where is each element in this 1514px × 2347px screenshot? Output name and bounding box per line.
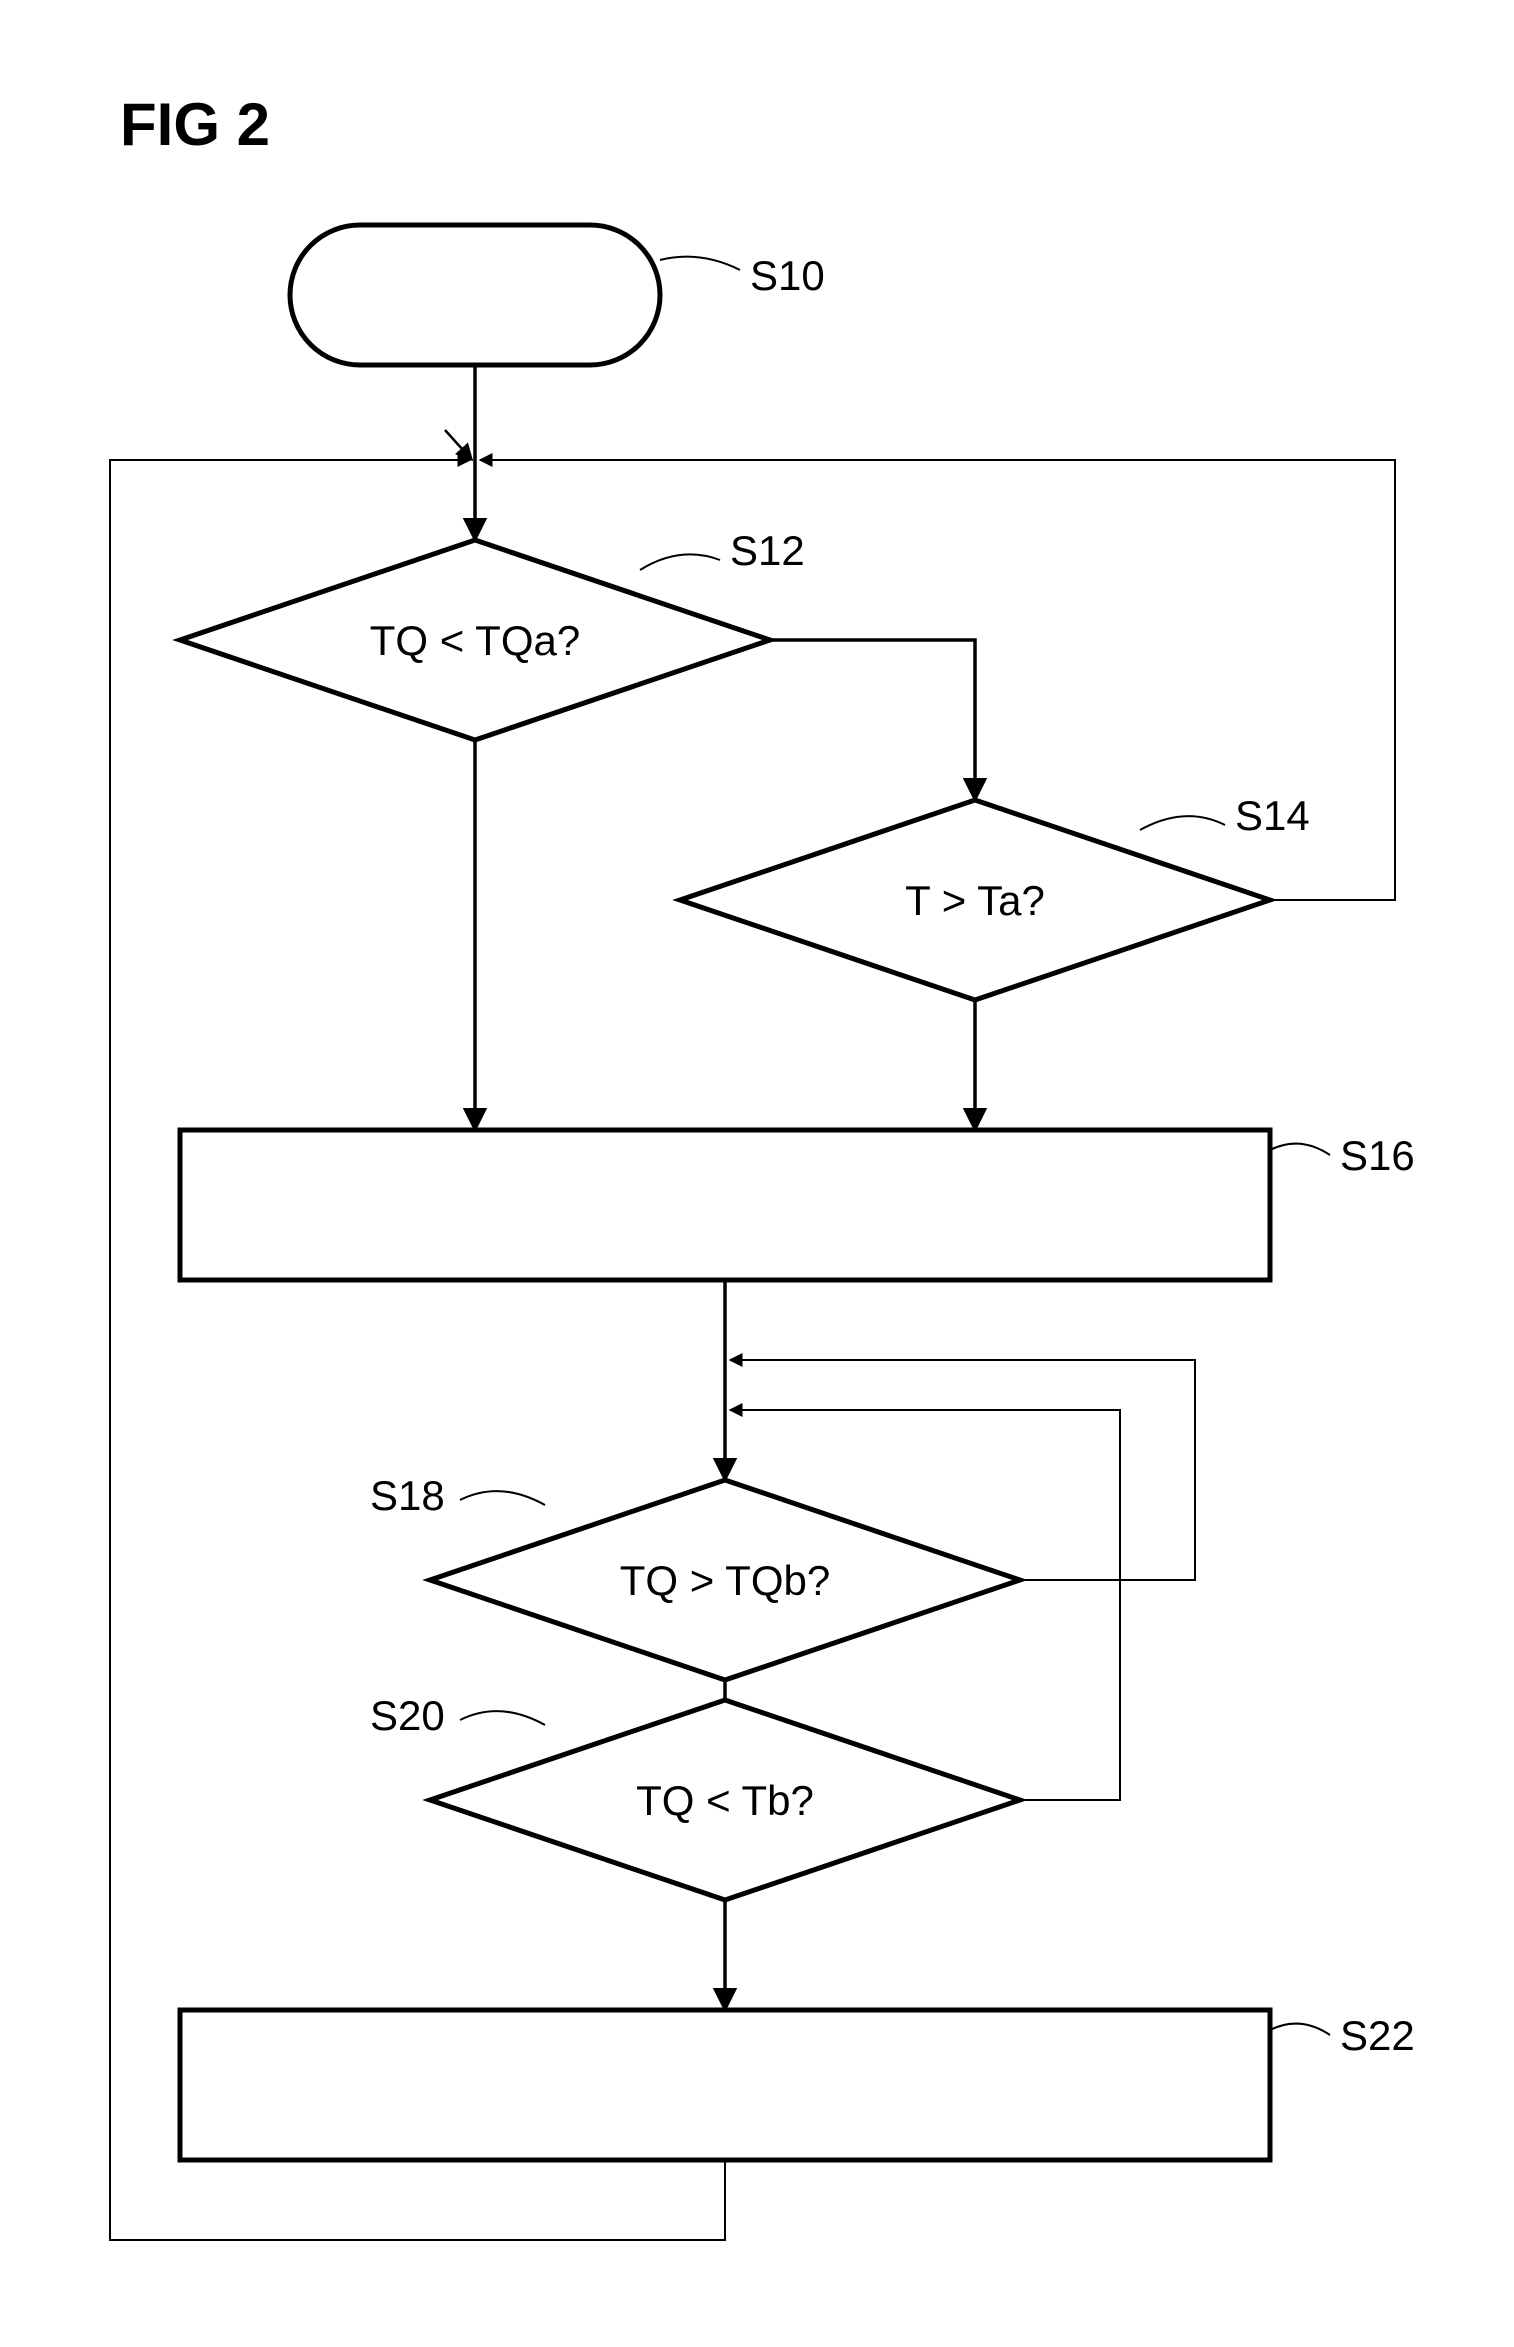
node-s16 xyxy=(180,1130,1270,1280)
node-s22 xyxy=(180,2010,1270,2160)
label-s10: S10 xyxy=(750,252,825,299)
text-s20: TQ < Tb? xyxy=(636,1777,814,1824)
text-s12: TQ < TQa? xyxy=(370,617,580,664)
edge-s22-loopback-top xyxy=(110,460,725,2240)
node-s20: TQ < Tb? xyxy=(430,1700,1020,1900)
node-s18: TQ > TQb? xyxy=(430,1480,1020,1680)
edge-merge-tick-left xyxy=(445,430,472,460)
label-s22: S22 xyxy=(1340,2012,1415,2059)
label-s12: S12 xyxy=(730,527,805,574)
node-s12: TQ < TQa? xyxy=(180,540,770,740)
text-s14: T > Ta? xyxy=(905,877,1045,924)
text-s18: TQ > TQb? xyxy=(620,1557,830,1604)
node-s10 xyxy=(290,225,660,365)
label-s20: S20 xyxy=(370,1692,445,1739)
node-s14: T > Ta? xyxy=(680,800,1270,1000)
label-s14: S14 xyxy=(1235,792,1310,839)
label-s18: S18 xyxy=(370,1472,445,1519)
figure-title: FIG 2 xyxy=(120,91,270,158)
edge-s12-s14 xyxy=(770,640,975,800)
label-s16: S16 xyxy=(1340,1132,1415,1179)
